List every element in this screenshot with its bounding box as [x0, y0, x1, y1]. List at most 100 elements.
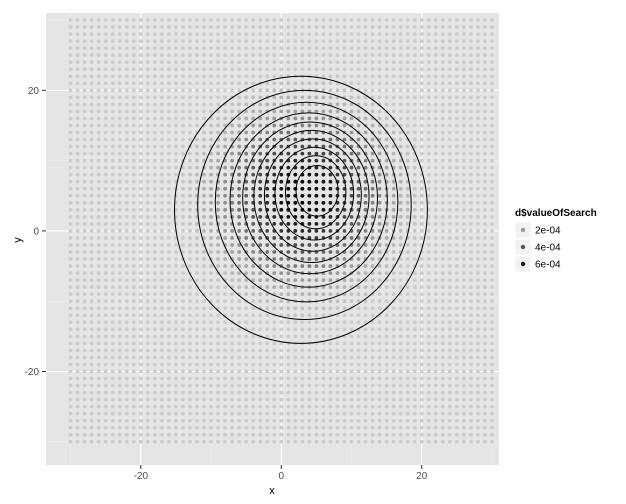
search-point [419, 320, 424, 325]
search-point [110, 95, 115, 100]
search-point [152, 327, 157, 332]
search-point [440, 109, 445, 114]
search-point [265, 278, 270, 283]
search-point [391, 144, 396, 149]
search-point [75, 390, 80, 395]
search-point [307, 46, 312, 51]
search-point [377, 186, 382, 191]
search-point [447, 313, 452, 318]
search-point [230, 306, 235, 311]
search-point [440, 257, 445, 261]
search-point [251, 418, 256, 423]
search-point [370, 425, 375, 430]
search-point [223, 116, 227, 121]
search-point [321, 341, 326, 346]
search-point [223, 292, 227, 297]
search-point [370, 362, 375, 367]
search-point [433, 425, 438, 430]
search-point [159, 193, 164, 198]
search-point [469, 348, 473, 353]
search-point [384, 327, 389, 332]
search-point [454, 74, 459, 79]
search-point [251, 123, 256, 128]
search-point [447, 158, 452, 163]
search-point [251, 250, 256, 254]
search-point [89, 264, 94, 268]
search-point [181, 95, 185, 100]
search-point [412, 243, 417, 247]
search-point [209, 376, 213, 381]
search-point [103, 18, 108, 22]
search-point [209, 221, 213, 226]
search-point [440, 214, 445, 219]
search-point [293, 53, 298, 58]
search-point [209, 179, 213, 184]
search-point [314, 432, 319, 437]
search-point [96, 341, 101, 346]
search-point [145, 95, 150, 100]
search-point [405, 411, 410, 416]
search-point [447, 53, 452, 58]
search-point [82, 221, 87, 226]
search-point [363, 25, 368, 29]
search-point [258, 158, 263, 163]
search-point [124, 109, 129, 114]
search-point [258, 362, 263, 367]
search-point [476, 81, 480, 86]
search-point [68, 25, 73, 29]
search-point [68, 207, 73, 212]
search-point [391, 327, 396, 332]
search-point [321, 25, 326, 29]
search-point [258, 53, 263, 58]
search-point [159, 383, 164, 388]
search-point [279, 123, 284, 128]
search-point [490, 67, 494, 72]
search-point [433, 186, 438, 191]
search-point [469, 67, 473, 72]
search-point [223, 432, 227, 437]
search-point [391, 278, 396, 283]
search-point [244, 95, 249, 100]
search-point [321, 355, 326, 360]
search-point [321, 292, 326, 297]
search-point [433, 348, 438, 353]
search-point [363, 355, 368, 360]
search-point [279, 432, 284, 437]
search-point [265, 404, 270, 409]
search-point [363, 397, 368, 402]
search-point [138, 151, 143, 156]
search-point [75, 292, 80, 297]
search-point [251, 271, 256, 275]
search-point [469, 404, 473, 409]
search-point [145, 60, 150, 65]
search-point [447, 18, 452, 22]
search-point [167, 418, 171, 423]
search-point [68, 200, 73, 205]
search-point [131, 60, 136, 65]
search-point [195, 179, 199, 184]
search-point [188, 151, 192, 156]
search-point [349, 432, 354, 437]
search-point [321, 221, 326, 226]
search-point [103, 193, 108, 198]
search-point [440, 158, 445, 163]
search-point [349, 348, 354, 353]
search-point [138, 285, 143, 290]
search-point [117, 179, 122, 184]
search-point [96, 193, 101, 198]
search-point [433, 46, 438, 51]
search-point [398, 214, 403, 219]
search-point [174, 418, 178, 423]
search-point [110, 334, 115, 339]
search-point [195, 109, 199, 114]
search-point [349, 88, 354, 93]
search-point [251, 207, 256, 212]
search-point [174, 404, 178, 409]
search-point [426, 432, 431, 437]
search-point [181, 397, 185, 402]
search-point [82, 362, 87, 367]
search-point [356, 355, 361, 360]
search-point [159, 200, 164, 205]
search-point [202, 355, 206, 360]
search-point [321, 186, 326, 191]
